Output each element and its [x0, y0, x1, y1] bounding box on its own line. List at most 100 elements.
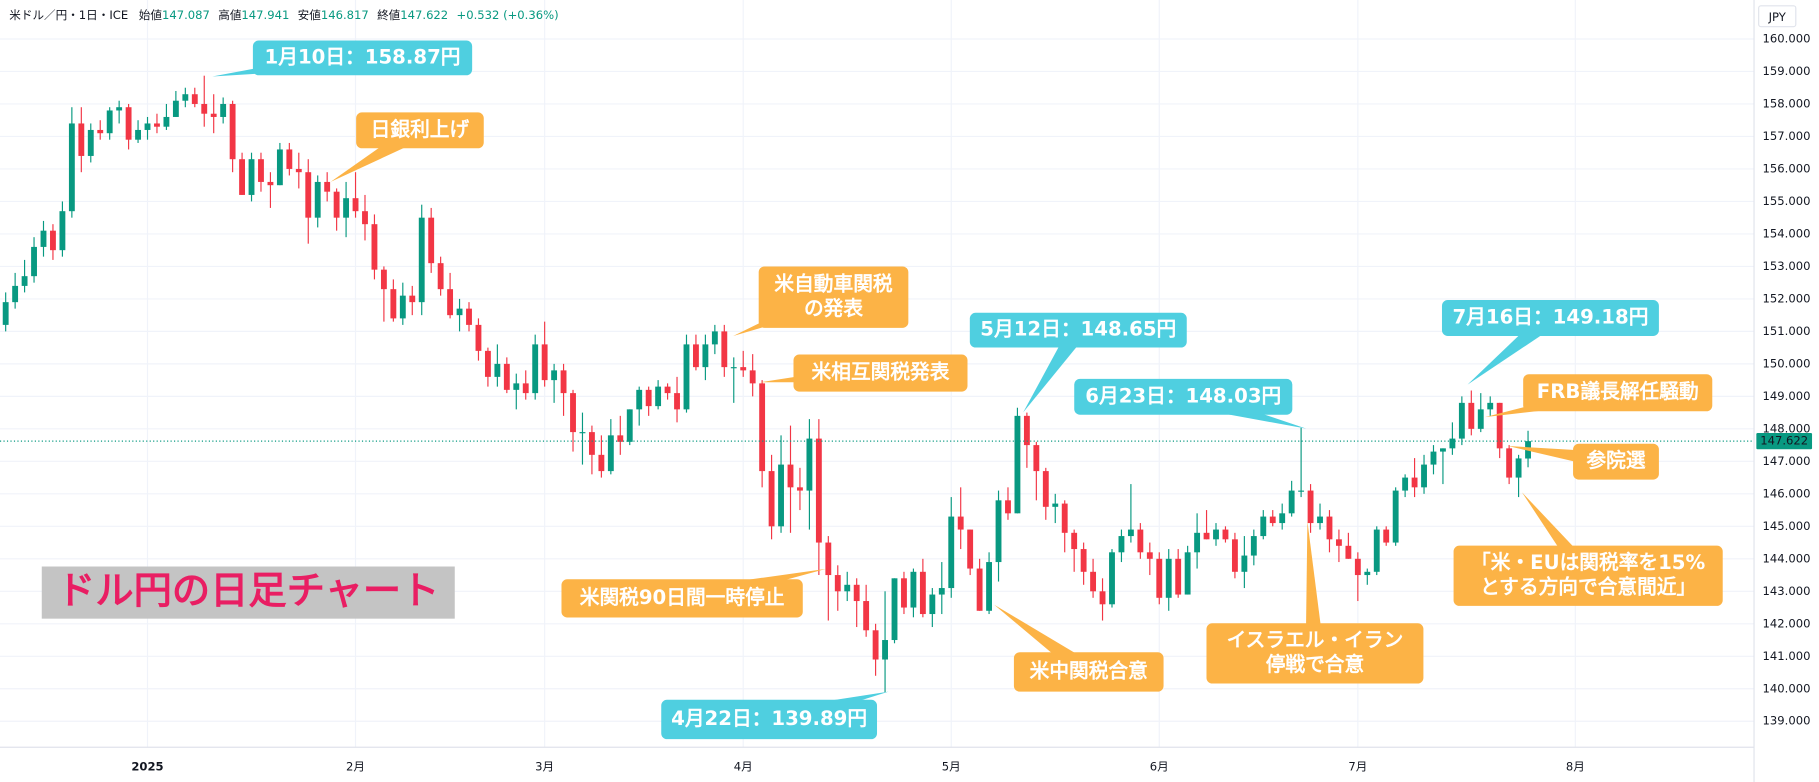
candle-body	[1014, 415, 1021, 514]
candle-body	[343, 198, 350, 218]
callout-text: 日銀利上げ	[371, 118, 470, 141]
callout-box	[1523, 374, 1713, 412]
candle-body	[12, 285, 19, 303]
callout-box	[793, 354, 968, 392]
y-tick-label: 158.000	[1763, 96, 1811, 110]
y-tick-label: 144.000	[1763, 551, 1811, 565]
candle-body	[948, 516, 955, 589]
x-tick-label: 3月	[535, 759, 554, 773]
candle-body	[815, 438, 822, 543]
callout-text: 6月23日：148.03円	[1085, 384, 1281, 407]
candle-body	[664, 386, 671, 394]
callout-box	[356, 112, 484, 149]
candle-body	[2, 302, 9, 325]
y-tick-label: 160.000	[1763, 31, 1811, 45]
candle-body	[1307, 490, 1314, 524]
candle-body	[172, 100, 179, 117]
low-label: 安値	[298, 8, 322, 22]
candle-body	[305, 172, 312, 218]
candle-body	[399, 295, 406, 319]
candle-body	[1165, 558, 1172, 598]
candle-body	[1402, 477, 1409, 491]
symbol: 米ドル／円・1日・ICE	[9, 8, 128, 22]
x-tick-label: 4月	[734, 759, 753, 773]
candle-body	[1203, 532, 1210, 540]
candle-body	[1052, 503, 1059, 507]
candle-body	[1392, 490, 1399, 543]
candle-body	[40, 230, 47, 247]
callout-text: 米関税90日間一時停止	[580, 586, 785, 609]
candle-body	[1345, 545, 1352, 559]
candle-body	[97, 129, 104, 134]
candle-body	[683, 344, 690, 410]
candle-body	[588, 432, 595, 455]
candle-body	[768, 471, 775, 527]
candle-body	[1061, 503, 1068, 533]
y-tick-label: 142.000	[1763, 616, 1811, 630]
candle-body	[844, 584, 851, 592]
candle-body	[891, 578, 898, 641]
callout-box	[1013, 652, 1164, 692]
y-tick-label: 150.000	[1763, 356, 1811, 370]
candle-body	[919, 571, 926, 615]
candle-body	[541, 344, 548, 381]
candle-body	[967, 529, 974, 569]
candle-body	[333, 191, 340, 218]
x-tick-label: 2025	[131, 759, 163, 773]
candle-body	[693, 344, 699, 368]
candle-body	[1279, 513, 1286, 524]
candle-body	[1033, 445, 1040, 472]
y-tick-label: 156.000	[1763, 161, 1811, 175]
candle-body	[1364, 571, 1371, 576]
candle-body	[78, 123, 85, 156]
close-label: 終値	[377, 8, 401, 22]
candle-body	[1194, 532, 1201, 553]
candle-body	[910, 571, 917, 608]
candle-body	[68, 123, 75, 212]
x-tick-label: 2月	[346, 759, 365, 773]
callout-box	[661, 699, 878, 740]
candle-body	[1175, 558, 1182, 595]
callout-text: 米中関税合意	[1030, 659, 1148, 682]
candle-body	[522, 383, 529, 394]
y-tick-label: 151.000	[1763, 324, 1811, 338]
candle-body	[144, 123, 151, 130]
currency-box	[1758, 5, 1797, 28]
last-price-box	[1756, 433, 1813, 450]
callout-text: 米相互関税発表	[812, 361, 950, 384]
candle-body	[229, 103, 236, 160]
callout-text: 1月10日：158.87円	[265, 45, 461, 68]
candle-body	[1269, 516, 1276, 524]
candle-body	[1156, 558, 1163, 598]
candle-body	[418, 217, 425, 303]
candle-body	[390, 289, 397, 319]
candle-body	[437, 263, 444, 290]
candle-body	[87, 129, 94, 156]
candle-body	[674, 393, 680, 410]
callout-box	[1074, 378, 1293, 415]
candle-body	[825, 542, 832, 576]
callout-box	[252, 40, 473, 76]
candle-body	[853, 584, 860, 602]
candle-body	[1477, 409, 1484, 429]
candle-body	[191, 94, 198, 104]
candle-body	[721, 331, 728, 368]
high-value: 147.941	[241, 8, 289, 22]
close-value: 147.622	[400, 8, 448, 22]
last-price-label: 147.622	[1760, 434, 1808, 448]
y-tick-label: 154.000	[1763, 226, 1811, 240]
low-value: 146.817	[321, 8, 369, 22]
candle-body	[21, 276, 28, 286]
callout-text: 4月22日：139.89円	[671, 707, 867, 730]
candle-body	[1506, 448, 1513, 478]
candle-body	[1071, 532, 1078, 550]
candle-body	[1146, 552, 1153, 559]
candle-body	[50, 230, 56, 251]
currency: JPY	[1768, 10, 1787, 24]
callout-text: FRB議長解任騒動	[1537, 380, 1699, 403]
candle-body	[929, 594, 936, 615]
callout-text: 参院選	[1586, 449, 1645, 472]
candle-body	[31, 246, 37, 277]
candle-body	[986, 562, 992, 611]
